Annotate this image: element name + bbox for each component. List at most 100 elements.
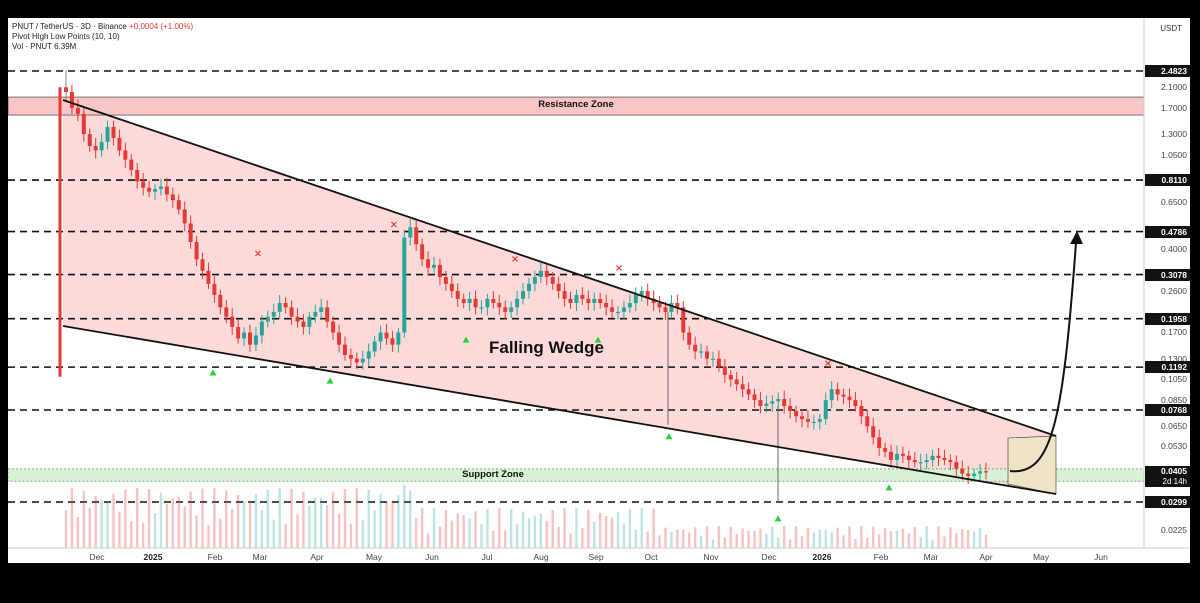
volume-bar [290,488,293,548]
candle-body [135,169,140,182]
candle-body [402,237,407,333]
price-tick: 0.2600 [1161,286,1187,297]
candle-body [610,307,615,312]
volume-bar [569,533,572,548]
candle-body [378,332,383,342]
volume-bar [331,492,335,548]
candle-body [877,437,882,449]
time-axis-label: Dec [89,552,105,562]
candle-body [153,189,158,192]
candle-body [81,113,86,135]
volume-bar [76,517,80,548]
candle-body [835,389,840,395]
time-axis-label: Jun [1094,552,1108,562]
candle-body [954,462,959,469]
candle-body [372,341,377,352]
candle-body [366,351,371,359]
candle-body [865,416,870,427]
level-price-label: 0.0768 [1145,403,1190,416]
price-tick: 1.0500 [1161,149,1187,160]
volume-bar [824,529,827,548]
volume-bar [860,526,863,548]
candle-body [645,291,650,299]
volume-bar [397,495,400,548]
volume-bar [830,532,833,548]
candle-body [212,283,217,295]
volume-bar [106,502,109,548]
level-price-label: 2.4823 [1145,65,1190,77]
volume-bar [533,515,537,548]
candle-body [313,311,318,317]
volume-bar [480,524,483,548]
projection-arrowhead [1070,231,1083,244]
volume-bar [343,488,347,548]
time-axis-label: Mar [923,552,939,562]
volume-bar [782,526,786,548]
volume-bar [901,528,905,548]
candle-body [277,303,282,312]
currency-label: USDT [1160,24,1182,33]
falling-wedge-label: Falling Wedge [489,338,604,357]
volume-bar [966,530,970,548]
volume-bar [670,532,673,548]
pivot-low-marker [665,433,673,440]
volume-bar [872,526,875,548]
pivot-low-marker [209,369,217,376]
volume-bar [314,497,317,548]
candle-body [693,344,698,352]
volume-bar [118,511,121,548]
candle-body [621,307,626,312]
volume-bar [539,513,543,548]
time-axis-label: Jul [481,552,493,562]
candle-body [69,92,74,108]
candle-body [782,398,787,407]
volume-bar [432,508,436,548]
candle-body [509,307,514,312]
candle-body [788,406,793,412]
candle-body [75,107,80,114]
volume-bar [705,526,709,548]
volume-bar [361,520,364,548]
volume-bar [337,514,341,548]
indicator-line: Pivot High Low Points (10, 10) [12,32,120,41]
volume-bar [842,535,845,548]
volume-bar [563,508,566,548]
projection-arrow [1009,242,1077,473]
candle-body [699,351,704,353]
candle-body [794,411,799,417]
volume-bar [634,529,638,548]
pivot-high-marker: × [511,254,519,265]
candle-body [200,259,205,271]
candle-body [194,241,199,260]
volume-bar [943,536,946,548]
volume-bar [759,528,762,548]
volume-bar [498,508,501,548]
candle-body [105,126,110,142]
volume-bar [777,537,780,548]
level-price-label: 0.4786 [1145,225,1190,238]
pivot-low-marker [326,377,334,384]
candle-body [912,459,917,463]
candle-body [894,453,899,460]
candle-body [978,471,983,474]
candle-body [966,473,971,477]
price-tick: 0.1050 [1161,374,1187,385]
candle-body [141,181,146,188]
candle-body [467,298,472,304]
volume-bar [165,504,169,548]
volume-bar [557,527,560,548]
candle-body [503,307,508,312]
volume-bar [272,519,275,548]
volume-bar [130,521,133,548]
volume-bar [682,529,685,548]
price-tick: 1.7000 [1161,102,1187,113]
volume-bar [646,531,649,548]
candle-body [829,389,834,401]
volume-bar [225,490,228,548]
volume-bar [913,526,916,548]
candle-body [325,307,330,322]
volume-bar [652,508,655,548]
volume-bar [230,509,234,548]
volume-bar [367,489,370,548]
price-tick: 0.4000 [1161,244,1187,255]
